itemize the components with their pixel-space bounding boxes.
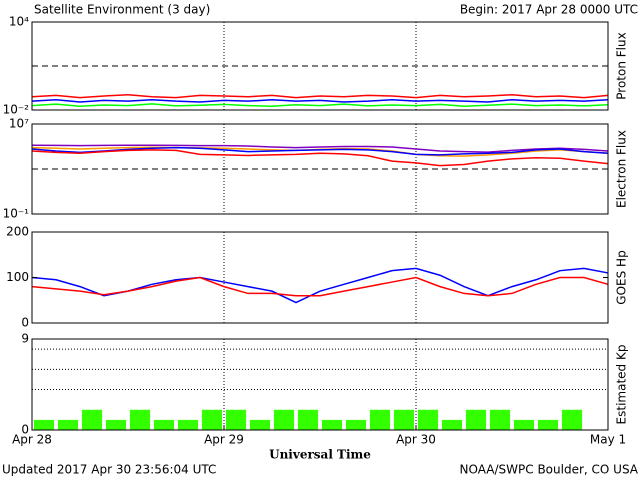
bar — [537, 419, 559, 430]
x-tick-label: May 1 — [590, 433, 626, 447]
bar — [177, 419, 199, 430]
bar — [297, 409, 319, 430]
bar — [249, 419, 271, 430]
x-tick-label: Apr 28 — [12, 433, 52, 447]
y-tick-label: 0 — [21, 316, 29, 330]
bar — [561, 409, 583, 430]
panel-frame — [31, 338, 609, 431]
bar — [81, 409, 103, 430]
x-tick-label: Apr 29 — [204, 433, 244, 447]
series-line — [31, 144, 609, 153]
updated: Updated 2017 Apr 30 23:56:04 UTC — [2, 463, 216, 477]
bar — [513, 419, 535, 430]
panel-frame — [31, 123, 609, 215]
y-tick-label: 10⁻² — [3, 103, 30, 117]
y-axis-label: GOES Hp — [615, 250, 629, 304]
y-tick-label: 10⁴ — [9, 15, 29, 29]
bar — [393, 409, 415, 430]
series-line — [31, 146, 609, 156]
bar — [201, 409, 223, 430]
begin-time: Begin: 2017 Apr 28 0000 UTC — [460, 3, 638, 17]
bar — [417, 409, 439, 430]
series-line — [31, 98, 609, 103]
bar — [33, 419, 55, 430]
y-tick-label: 10⁻¹ — [3, 207, 30, 221]
bar — [489, 409, 511, 430]
bar — [465, 409, 487, 430]
x-tick-label: Apr 30 — [396, 433, 436, 447]
bar — [273, 409, 295, 430]
bar — [105, 419, 127, 430]
bar — [369, 409, 391, 430]
bar — [129, 409, 151, 430]
chart-title: Satellite Environment (3 day) — [34, 3, 210, 17]
y-axis-label: Proton Flux — [615, 32, 629, 99]
series-line — [31, 103, 609, 108]
y-tick-label: 0 — [21, 423, 29, 437]
panel-frame — [31, 21, 609, 111]
y-axis-label: Estimated Kp — [615, 345, 629, 425]
y-tick-label: 10⁷ — [9, 117, 29, 131]
x-axis-label: Universal Time — [269, 448, 371, 462]
bar — [321, 419, 343, 430]
y-tick-label: 100 — [6, 270, 29, 284]
bar — [153, 419, 175, 430]
series-line — [31, 149, 609, 167]
bar — [345, 419, 367, 430]
series-line — [31, 276, 609, 297]
y-tick-label: 200 — [6, 225, 29, 239]
y-axis-label: Electron Flux — [615, 130, 629, 208]
bar — [225, 409, 247, 430]
bar — [441, 419, 463, 430]
bar — [57, 419, 79, 430]
series-line — [31, 93, 609, 99]
y-tick-label: 9 — [21, 332, 29, 346]
credit: NOAA/SWPC Boulder, CO USA — [460, 463, 639, 477]
